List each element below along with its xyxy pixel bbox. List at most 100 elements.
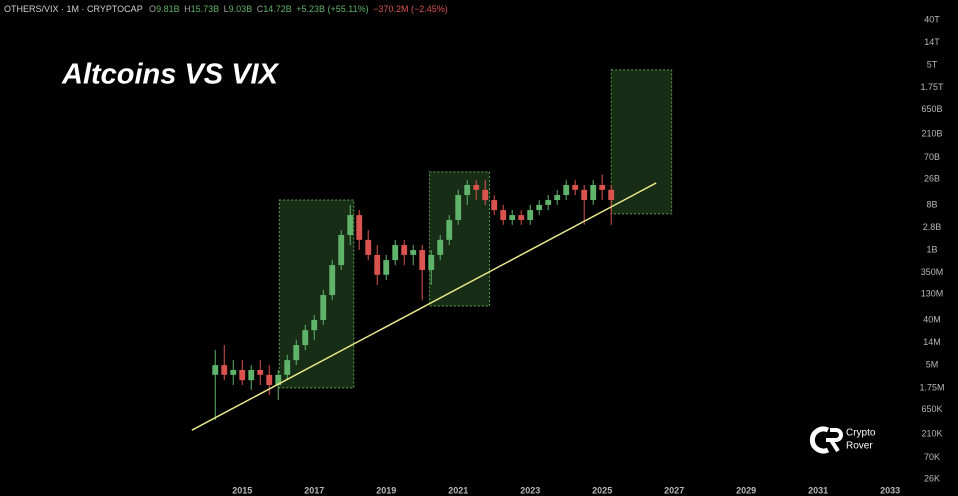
ohlc-key: C: [257, 4, 264, 14]
y-tick-label: 650K: [921, 404, 942, 414]
candle-body: [329, 265, 336, 296]
candle-body: [581, 189, 588, 201]
x-tick-label: 2019: [376, 485, 396, 495]
y-tick-label: 5M: [926, 360, 939, 370]
y-tick-label: 14T: [924, 37, 940, 47]
candle-body: [590, 184, 597, 201]
trend-layer: [191, 182, 657, 431]
y-tick-label: 14M: [923, 337, 941, 347]
x-tick-label: 2015: [232, 485, 252, 495]
candle-body: [491, 200, 498, 211]
candle-body: [482, 189, 489, 201]
ohlc-key: H: [184, 4, 191, 14]
y-tick-label: 210B: [921, 128, 942, 138]
change: +5.23B (+55.11%): [296, 4, 368, 14]
candle-body: [572, 184, 579, 190]
ohlc-value: 15.73B: [191, 4, 220, 14]
candle-body: [248, 369, 255, 381]
y-tick-label: 1B: [926, 244, 937, 254]
logo-c: [809, 426, 830, 454]
candle-body: [275, 374, 282, 386]
ohlc-key: L: [224, 4, 229, 14]
change-live: −370.2M (−2.45%): [373, 4, 448, 14]
candle-body: [365, 239, 372, 255]
candle-body: [509, 215, 516, 220]
candle-body: [608, 189, 615, 201]
y-tick-label: 1.75M: [919, 382, 944, 392]
x-tick-label: 2029: [736, 485, 756, 495]
candle-body: [455, 195, 462, 220]
candle-body: [527, 210, 534, 220]
candle-body: [473, 184, 480, 190]
candle-body: [401, 245, 408, 255]
y-tick-label: 130M: [921, 289, 944, 299]
y-tick-label: 70K: [924, 452, 940, 462]
ohlc-value: 14.72B: [263, 4, 292, 14]
y-tick-label: 350M: [921, 267, 944, 277]
candle-body: [464, 184, 471, 196]
y-tick-label: 5T: [927, 59, 938, 69]
x-tick-label: 2033: [880, 485, 900, 495]
ohlc-key: O: [149, 4, 156, 14]
candle-body: [257, 369, 264, 375]
watermark-text: Rover: [846, 441, 873, 452]
candle-body: [446, 219, 453, 240]
x-tick-label: 2027: [664, 485, 684, 495]
y-tick-label: 26B: [924, 174, 940, 184]
candle-body: [599, 184, 606, 190]
candle-body: [212, 365, 219, 375]
candle-body: [500, 210, 507, 220]
candle-body: [545, 200, 552, 205]
y-tick-label: 650B: [921, 104, 942, 114]
x-tick-label: 2031: [808, 485, 828, 495]
watermark: Crypto Rover: [809, 426, 876, 454]
y-tick-label: 1.75T: [920, 82, 944, 92]
candle-body: [239, 369, 246, 381]
candle-body: [302, 330, 309, 346]
y-tick-label: 70B: [924, 152, 940, 162]
logo-r: [826, 428, 843, 453]
highlight-box: [278, 199, 355, 389]
candle-body: [392, 245, 399, 261]
candle-body: [518, 215, 525, 220]
y-tick-label: 40T: [924, 14, 940, 24]
candle-body: [284, 360, 291, 375]
highlight-box: [610, 69, 673, 215]
candle-body: [419, 250, 426, 270]
candle-body: [536, 204, 543, 211]
trend-line: [191, 182, 657, 431]
symbol: OTHERS/VIX · 1M · CRYPTOCAP: [4, 4, 143, 14]
x-tick-label: 2017: [304, 485, 324, 495]
candle-body: [221, 365, 228, 375]
candle-body: [338, 235, 345, 266]
candle-body: [356, 215, 363, 240]
candle-body: [554, 195, 561, 201]
candle-body: [383, 260, 390, 275]
header: OTHERS/VIX · 1M · CRYPTOCAP O9.81B H15.7…: [4, 4, 448, 14]
highlight-box: [428, 171, 491, 307]
x-tick-label: 2021: [448, 485, 468, 495]
y-tick-label: 210K: [921, 428, 942, 438]
candle-layer: [212, 174, 615, 420]
candle-body: [230, 369, 237, 375]
candle-body: [293, 345, 300, 361]
candle-body: [374, 254, 381, 275]
candle-body: [437, 239, 444, 255]
x-tick-label: 2025: [592, 485, 612, 495]
candle-body: [266, 374, 273, 386]
y-tick-label: 40M: [923, 314, 941, 324]
x-tick-label: 2023: [520, 485, 540, 495]
candle-body: [347, 215, 354, 236]
y-tick-label: 2.8B: [923, 222, 942, 232]
candle-body: [410, 250, 417, 255]
candle-body: [320, 295, 327, 320]
chart-title: Altcoins VS VIX: [61, 59, 280, 91]
ohlc-value: 9.81B: [156, 4, 180, 14]
watermark-text: Crypto: [846, 428, 876, 439]
y-tick-label: 26K: [924, 474, 940, 484]
candle-body: [563, 184, 570, 196]
ohlc-value: 9.03B: [229, 4, 253, 14]
